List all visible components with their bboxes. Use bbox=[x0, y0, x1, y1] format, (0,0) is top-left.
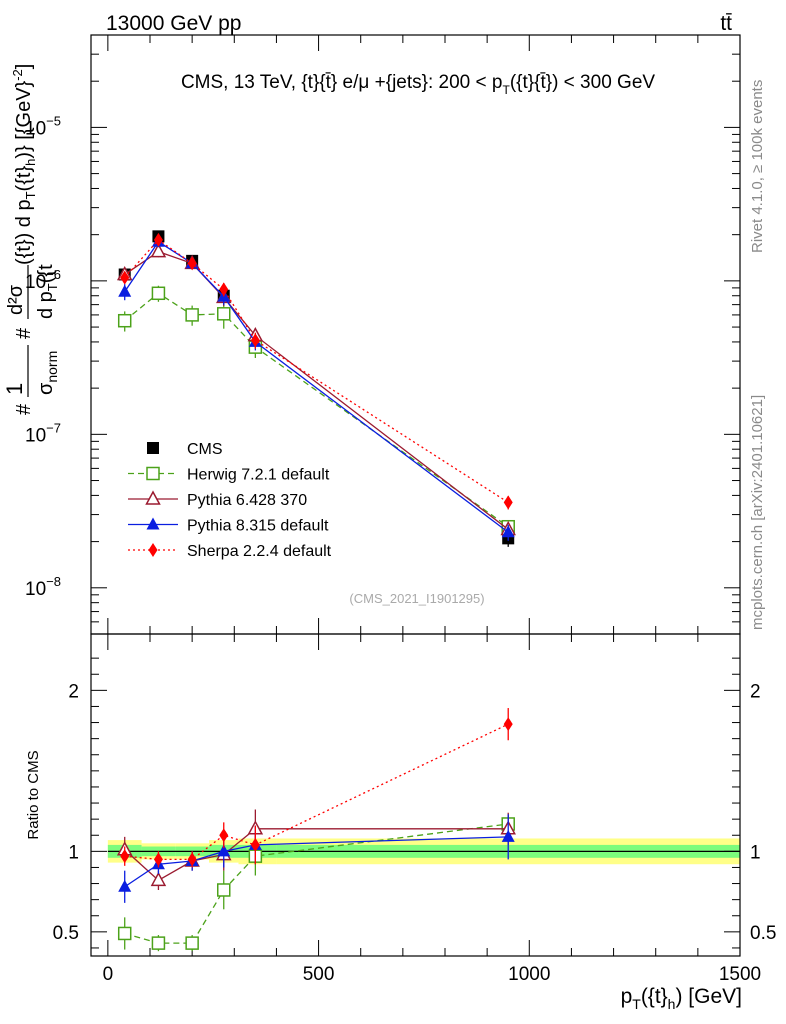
series-sherpa-2-2-4-default bbox=[120, 232, 513, 510]
xlabel: pT({t}h) [GeV] bbox=[621, 985, 742, 1012]
legend-marker bbox=[146, 466, 160, 481]
legend-label: Pythia 8.315 default bbox=[187, 518, 329, 535]
ratio-ytick-label-right: 0.5 bbox=[750, 923, 776, 944]
ratio-point bbox=[153, 852, 163, 867]
data-point bbox=[501, 525, 515, 538]
ylabel-d2sigma: d²σ bbox=[5, 284, 27, 315]
ylabel-rest: ({t}) d pT({t}h)} [{GeV}-2] bbox=[10, 64, 38, 265]
legend-item: Pythia 8.315 default bbox=[128, 517, 329, 535]
data-point bbox=[117, 313, 132, 328]
ratio-point bbox=[117, 926, 132, 941]
main-panel: 10−8 10−7 10−6 10−5 CMS, 13 TeV, {t}{t̄} e/… bbox=[25, 34, 741, 635]
legend-label: CMS bbox=[187, 441, 223, 458]
ratio-point bbox=[120, 849, 130, 864]
header-left: 13000 GeV pp bbox=[106, 12, 241, 35]
ratio-point bbox=[118, 879, 132, 892]
ratio-series-herwig-7-2-1-default bbox=[117, 814, 515, 952]
data-point bbox=[153, 232, 163, 247]
ylabel-hash2: # bbox=[13, 327, 35, 339]
data-point bbox=[217, 307, 231, 321]
main-title: CMS, 13 TeV, {t}{t̄} e/μ +{jets}: 200 < … bbox=[181, 72, 655, 97]
legend-label: Herwig 7.2.1 default bbox=[187, 467, 330, 484]
ylabel-sigma: σnorm bbox=[35, 351, 60, 395]
data-point bbox=[120, 270, 130, 285]
main-ytick-label: 10−6 bbox=[25, 267, 61, 293]
ratio-panel: 0.5 0.5 1 1 2 2 0 500 1000 1500 bbox=[53, 633, 776, 985]
ratio-point bbox=[217, 844, 231, 857]
data-point bbox=[185, 308, 199, 322]
ratio-point bbox=[151, 936, 166, 950]
ratio-line bbox=[124, 828, 509, 882]
legend: CMS Herwig 7.2.1 default Pythia 6.428 370 P… bbox=[128, 441, 332, 560]
ratio-ytick-label: 0.5 bbox=[53, 923, 79, 944]
ratio-point bbox=[185, 936, 199, 950]
data-point bbox=[150, 243, 167, 258]
legend-item: Pythia 6.428 370 bbox=[128, 490, 307, 509]
series-line bbox=[124, 250, 509, 530]
series-pythia-8-315-default bbox=[118, 234, 515, 541]
series-line bbox=[124, 292, 509, 528]
data-point bbox=[187, 256, 197, 271]
legend-marker bbox=[145, 490, 161, 505]
main-ytick-label: 10−7 bbox=[25, 420, 61, 446]
data-point bbox=[151, 286, 166, 301]
legend-label: Sherpa 2.2.4 default bbox=[187, 543, 332, 560]
legend-item: Herwig 7.2.1 default bbox=[128, 467, 330, 484]
ratio-frame bbox=[90, 633, 741, 957]
ratio-point bbox=[250, 837, 260, 852]
xtick-label: 0 bbox=[103, 964, 114, 985]
xtick-label: 1000 bbox=[508, 964, 550, 985]
ratio-ytick-label: 1 bbox=[68, 842, 79, 863]
ratio-point bbox=[217, 883, 231, 897]
data-point bbox=[250, 333, 260, 348]
data-point bbox=[118, 284, 132, 297]
ratio-point bbox=[150, 871, 167, 887]
ratio-ytick-label-right: 1 bbox=[750, 842, 761, 863]
watermark: (CMS_2021_I1901295) bbox=[349, 591, 484, 606]
legend-label: Pythia 6.428 370 bbox=[187, 492, 307, 509]
legend-marker bbox=[146, 517, 160, 530]
series-line bbox=[124, 238, 509, 503]
ratio-ytick-label-right: 2 bbox=[750, 681, 761, 702]
legend-item: Sherpa 2.2.4 default bbox=[128, 543, 332, 560]
rivet-label: Rivet 4.1.0, ≥ 100k events bbox=[749, 80, 766, 253]
series-line bbox=[124, 240, 509, 533]
legend-item: CMS bbox=[147, 441, 223, 458]
ylabel-one: 1 bbox=[2, 383, 27, 395]
data-point bbox=[503, 495, 513, 510]
data-point bbox=[219, 282, 229, 297]
legend-marker bbox=[148, 543, 158, 557]
series-herwig-7-2-1-default bbox=[117, 285, 515, 534]
main-ytick-label: 10−8 bbox=[25, 574, 61, 600]
ratio-ytick-label: 2 bbox=[68, 681, 79, 702]
main-ylabel: # 1 σnorm # d²σ d pT({t ({t}) d pT({t}h)… bbox=[2, 64, 60, 415]
ratio-point bbox=[219, 828, 229, 843]
mcplots-label: mcplots.cern.ch [arXiv:2401.10621] bbox=[749, 395, 766, 630]
main-ytick-label: 10−5 bbox=[25, 113, 61, 139]
legend-marker bbox=[147, 442, 159, 454]
xtick-label: 1500 bbox=[719, 964, 761, 985]
ratio-point bbox=[501, 829, 515, 842]
xtick-label: 500 bbox=[303, 964, 335, 985]
ratio-point bbox=[503, 717, 513, 732]
ratio-series-sherpa-2-2-4-default bbox=[120, 708, 513, 868]
ratio-point bbox=[187, 852, 197, 867]
ratio-ylabel: Ratio to CMS bbox=[25, 750, 42, 839]
ylabel-denominator: d pT({t bbox=[35, 264, 60, 319]
ylabel-text: # bbox=[13, 403, 35, 415]
header-right: tt̄ bbox=[720, 12, 732, 35]
